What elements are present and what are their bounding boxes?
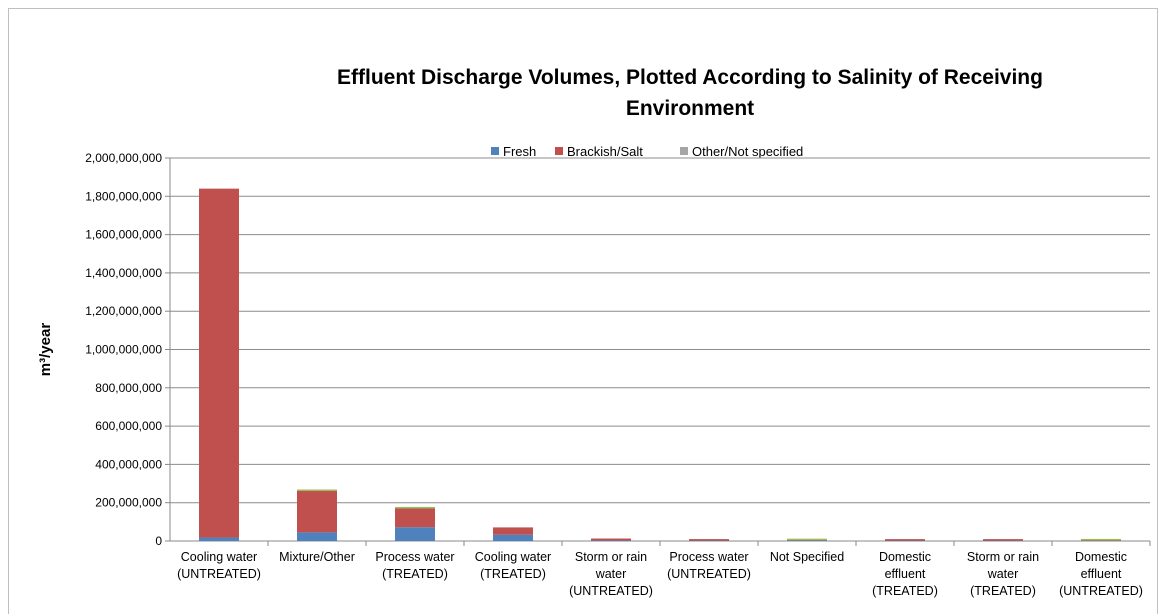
legend-swatch-1 xyxy=(491,147,499,155)
x-category-label: (UNTREATED) xyxy=(569,584,653,598)
bar-2-2 xyxy=(297,491,337,533)
bar-2-1 xyxy=(199,188,239,538)
legend-label-1: Fresh xyxy=(503,144,536,159)
bar-2-8 xyxy=(885,539,925,541)
chart-title-line: Effluent Discharge Volumes, Plotted Acco… xyxy=(337,66,1043,89)
bar-3-7 xyxy=(787,538,827,541)
y-tick-label: 1,400,000,000 xyxy=(85,266,162,280)
x-category-label: (UNTREATED) xyxy=(1059,584,1143,598)
bar-2-6 xyxy=(689,539,729,541)
bar-1-3 xyxy=(395,527,435,541)
x-category-label: Domestic xyxy=(1075,550,1127,564)
y-axis-label: m³/year xyxy=(37,323,54,377)
y-tick-label: 600,000,000 xyxy=(95,419,162,433)
x-category-label: Not Specified xyxy=(770,550,844,564)
x-category-label: Cooling water xyxy=(475,550,551,564)
legend-label-3: Other/Not specified xyxy=(692,144,803,159)
chart-title-line: Environment xyxy=(626,97,754,120)
y-tick-label: 800,000,000 xyxy=(95,381,162,395)
x-category-label: Domestic xyxy=(879,550,931,564)
y-tick-label: 0 xyxy=(155,534,162,548)
x-category-label: Storm or rain xyxy=(575,550,647,564)
bar-2-9 xyxy=(983,539,1023,541)
x-category-label: (TREATED) xyxy=(382,567,448,581)
x-category-label: Storm or rain xyxy=(967,550,1039,564)
bar-2-5 xyxy=(591,538,631,541)
x-category-label: (TREATED) xyxy=(480,567,546,581)
bar-2-3 xyxy=(395,508,435,528)
bar-3-2 xyxy=(297,489,337,492)
bar-3-10 xyxy=(1081,538,1121,541)
x-category-label: (TREATED) xyxy=(970,584,1036,598)
bar-1-2 xyxy=(297,532,337,541)
bar-1-4 xyxy=(493,534,533,541)
x-category-label: (TREATED) xyxy=(872,584,938,598)
legend-swatch-2 xyxy=(555,147,563,155)
x-category-label: Cooling water xyxy=(181,550,257,564)
y-tick-label: 200,000,000 xyxy=(95,496,162,510)
bar-2-4 xyxy=(493,527,533,535)
x-category-label: effluent xyxy=(1081,567,1122,581)
y-tick-label: 1,800,000,000 xyxy=(85,189,162,203)
y-tick-label: 2,000,000,000 xyxy=(85,151,162,165)
chart-frame xyxy=(8,8,1158,614)
y-tick-label: 400,000,000 xyxy=(95,457,162,471)
y-tick-label: 1,200,000,000 xyxy=(85,304,162,318)
x-category-label: effluent xyxy=(885,567,926,581)
x-category-label: (UNTREATED) xyxy=(667,567,751,581)
x-category-label: Process water xyxy=(375,550,454,564)
y-tick-label: 1,000,000,000 xyxy=(85,343,162,357)
x-category-label: water xyxy=(987,567,1019,581)
legend-swatch-3 xyxy=(680,147,688,155)
x-category-label: Mixture/Other xyxy=(279,550,355,564)
y-tick-label: 1,600,000,000 xyxy=(85,228,162,242)
legend-label-2: Brackish/Salt xyxy=(567,144,643,159)
bar-3-3 xyxy=(395,506,435,509)
x-category-label: Process water xyxy=(669,550,748,564)
x-category-label: (UNTREATED) xyxy=(177,567,261,581)
bar-1-1 xyxy=(199,537,239,541)
x-category-label: water xyxy=(595,567,627,581)
